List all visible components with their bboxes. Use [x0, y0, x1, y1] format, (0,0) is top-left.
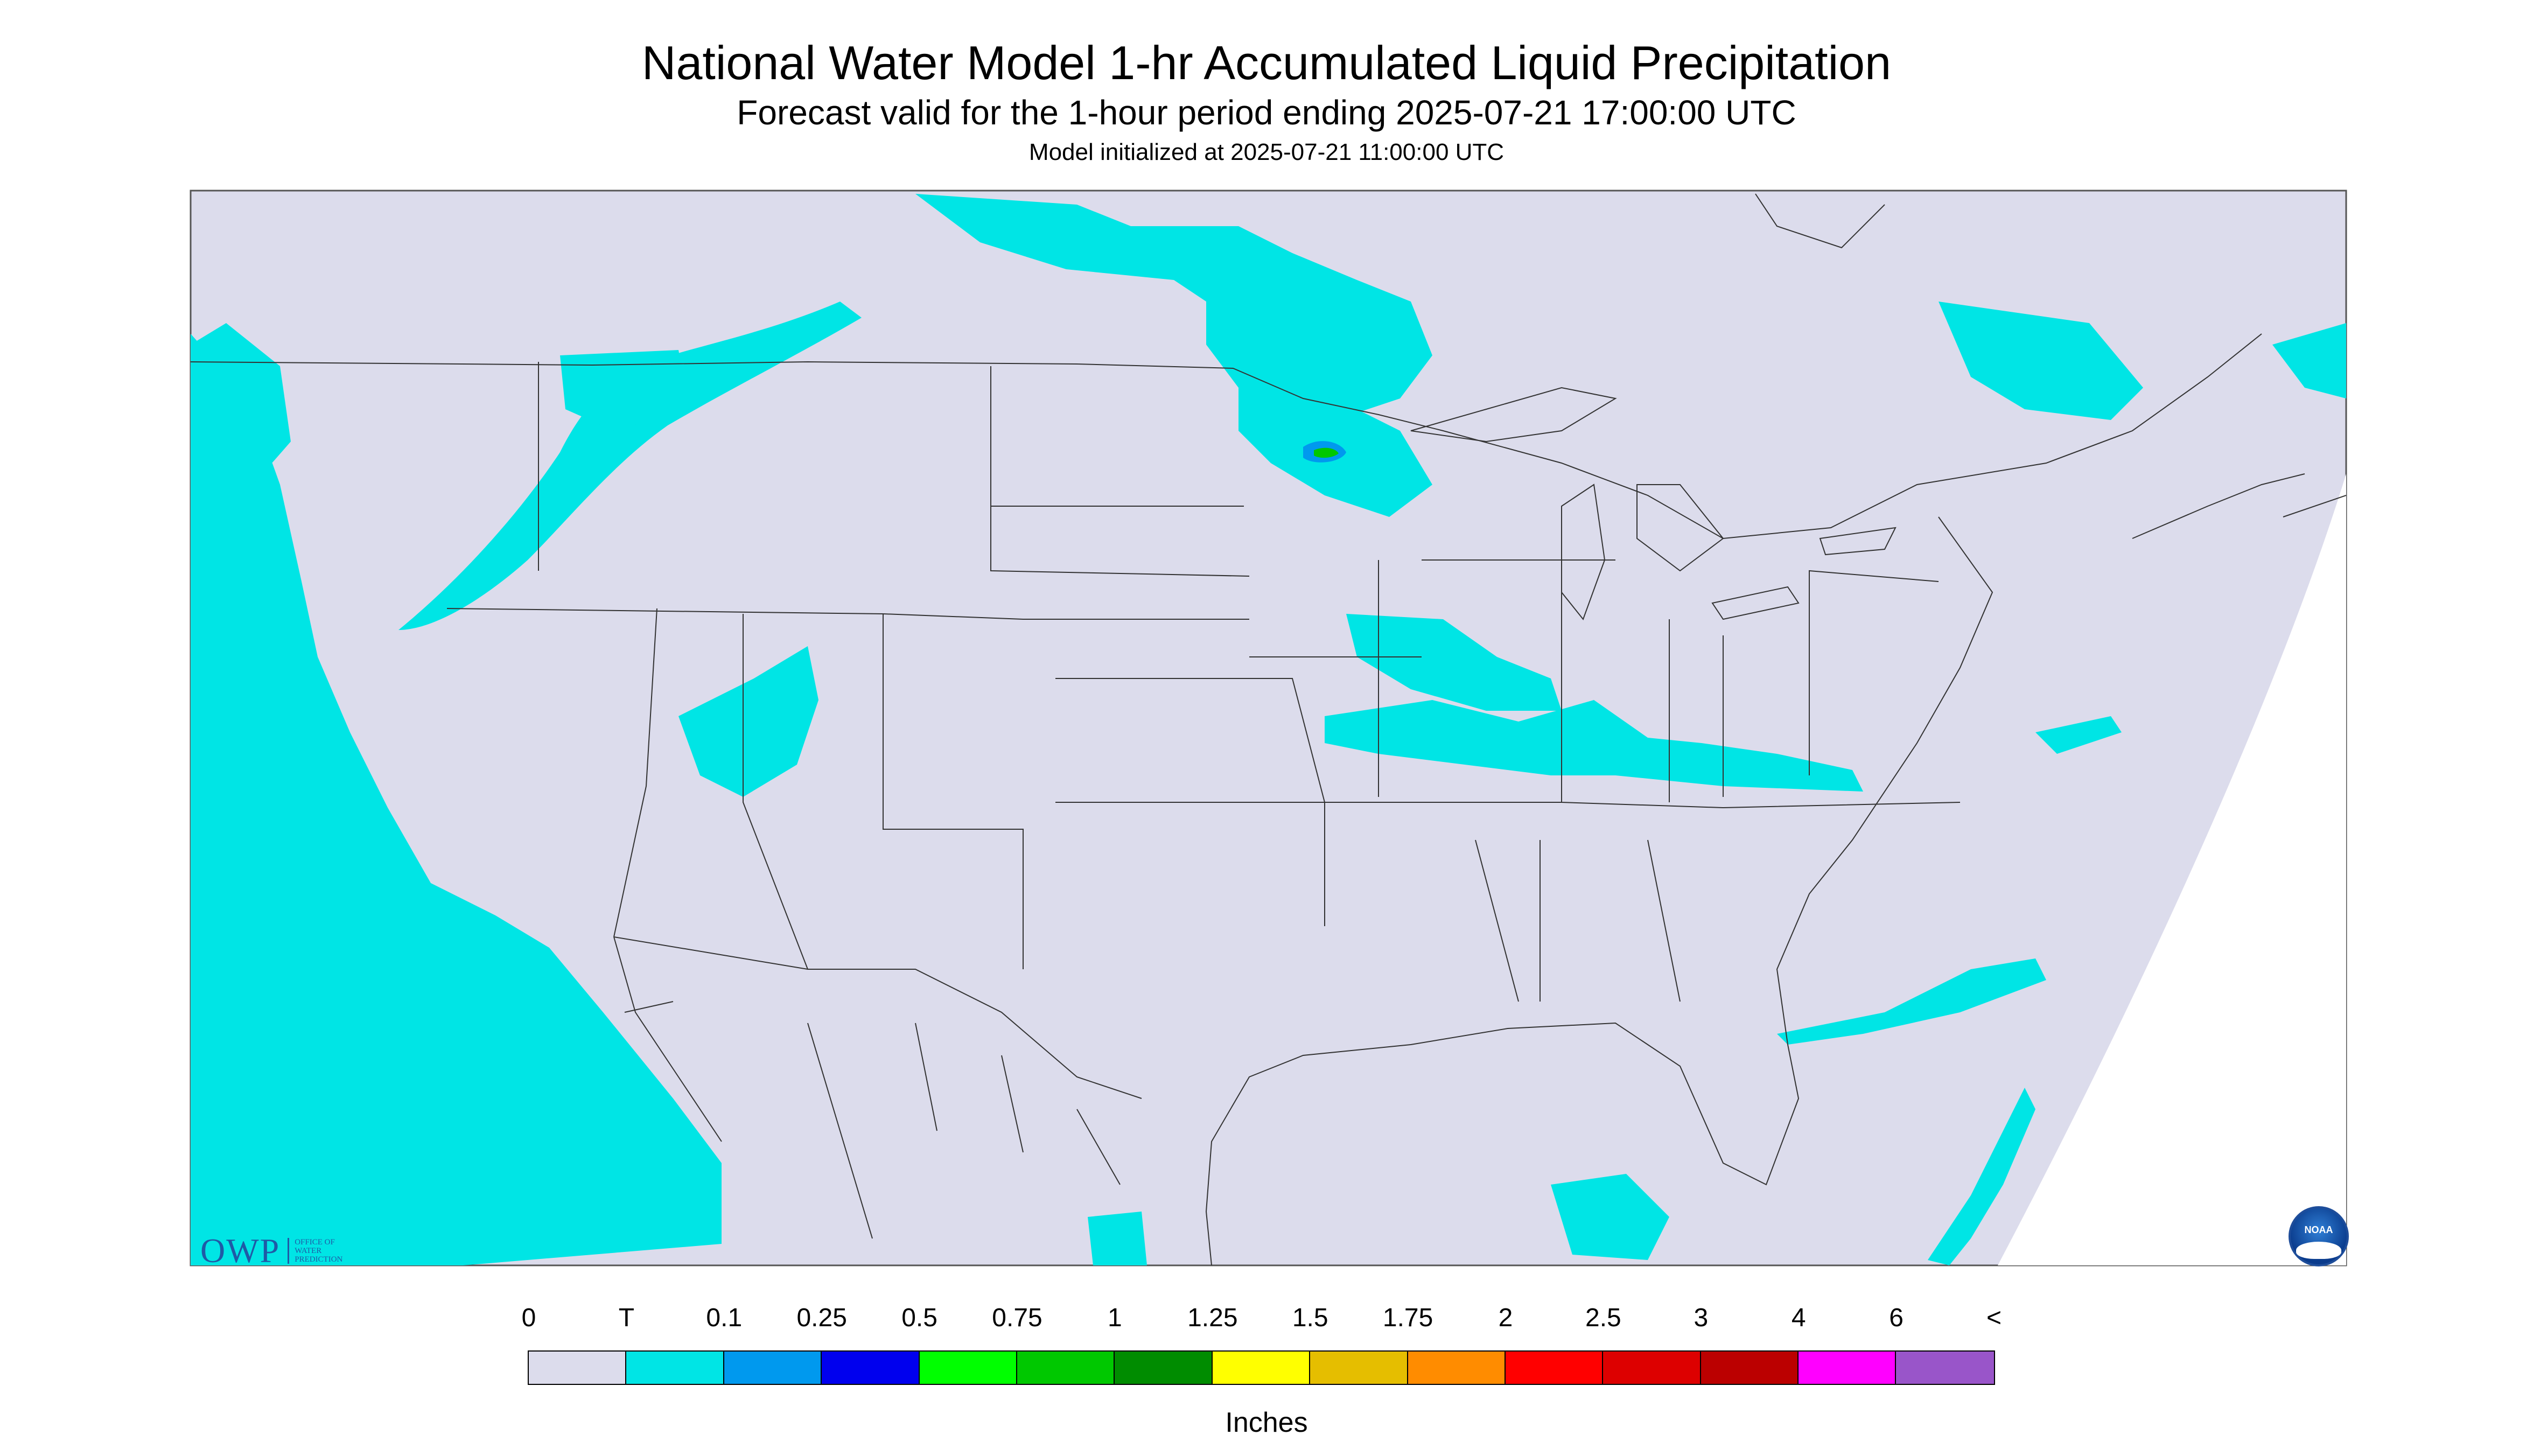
atlantic-precip-band — [1777, 958, 2046, 1045]
state-lines — [446, 362, 1961, 1002]
legend-swatch — [822, 1352, 920, 1384]
canada-outline — [1755, 193, 2346, 539]
legend-tick-label: 4 — [1791, 1304, 1806, 1332]
legend-swatch — [1701, 1352, 1799, 1384]
legend-tick-label: 6 — [1889, 1304, 1904, 1332]
canada-precip-cluster — [915, 194, 1432, 420]
legend-tick-label: 0.1 — [706, 1304, 743, 1332]
legend-swatch — [1212, 1352, 1311, 1384]
atlantic-lower-band — [1928, 1088, 2035, 1265]
legend-swatch — [1603, 1352, 1701, 1384]
iowa-precip — [1346, 614, 1562, 711]
legend-tick-label: 0.75 — [992, 1304, 1042, 1332]
legend-tick-label: 1.25 — [1187, 1304, 1238, 1332]
legend-tick-label: 0.5 — [901, 1304, 937, 1332]
legend-tick-label: 2 — [1498, 1304, 1513, 1332]
legend-tick-label: 0 — [521, 1304, 536, 1332]
central-precip-band — [1325, 700, 1863, 792]
legend-swatch — [1115, 1352, 1213, 1384]
legend-tick-label: < — [1986, 1304, 2002, 1332]
legend-swatch — [1896, 1352, 1994, 1384]
northwest-precip-band — [398, 302, 862, 630]
legend-swatch — [919, 1352, 1017, 1384]
us-border-outline — [191, 333, 2262, 1265]
no-data-region — [1998, 474, 2346, 1265]
legend-swatch — [1799, 1352, 1897, 1384]
maine-offshore-precip — [2272, 323, 2346, 398]
legend-swatch — [529, 1352, 627, 1384]
map-title: National Water Model 1-hr Accumulated Li… — [641, 36, 1892, 89]
legend-tick-label: 1.75 — [1382, 1304, 1433, 1332]
legend-tick-label: 1 — [1108, 1304, 1122, 1332]
legend-tick-label: T — [618, 1304, 635, 1332]
mexico-precip — [1088, 1212, 1147, 1265]
four-corners-precip — [678, 646, 818, 797]
minnesota-core-green — [1314, 447, 1339, 458]
legend-tick-label: 2.5 — [1585, 1304, 1621, 1332]
legend-swatch — [626, 1352, 724, 1384]
legend-swatch — [1017, 1352, 1115, 1384]
legend-swatch — [1505, 1352, 1604, 1384]
legend-colorbar — [528, 1350, 1995, 1385]
carolina-offshore-precip — [2035, 716, 2122, 754]
legend-units: Inches — [1225, 1407, 1308, 1438]
pacnw-precip-cluster — [560, 350, 689, 431]
legend-tick-label: 3 — [1694, 1304, 1709, 1332]
mexico-outline — [613, 936, 1121, 1239]
legend-swatch — [1408, 1352, 1506, 1384]
owp-logo: OWP OFFICE OF WATER PREDICTION — [200, 1231, 343, 1270]
pacific-precip — [191, 334, 722, 1265]
forecast-subtitle: Forecast valid for the 1-hour period end… — [737, 93, 1796, 132]
pacific-northwest-precip — [191, 323, 291, 485]
legend-swatch — [724, 1352, 822, 1384]
legend-swatch — [1310, 1352, 1408, 1384]
legend-tick-label: 1.5 — [1292, 1304, 1328, 1332]
northeast-canada-precip — [1939, 302, 2143, 420]
great-lakes — [1410, 387, 1897, 621]
noaa-logo: NOAA — [2289, 1206, 2349, 1266]
gulf-precip — [1551, 1174, 1669, 1260]
legend-tick-label: 0.25 — [796, 1304, 847, 1332]
model-init-note: Model initialized at 2025-07-21 11:00:00… — [1028, 139, 1505, 165]
